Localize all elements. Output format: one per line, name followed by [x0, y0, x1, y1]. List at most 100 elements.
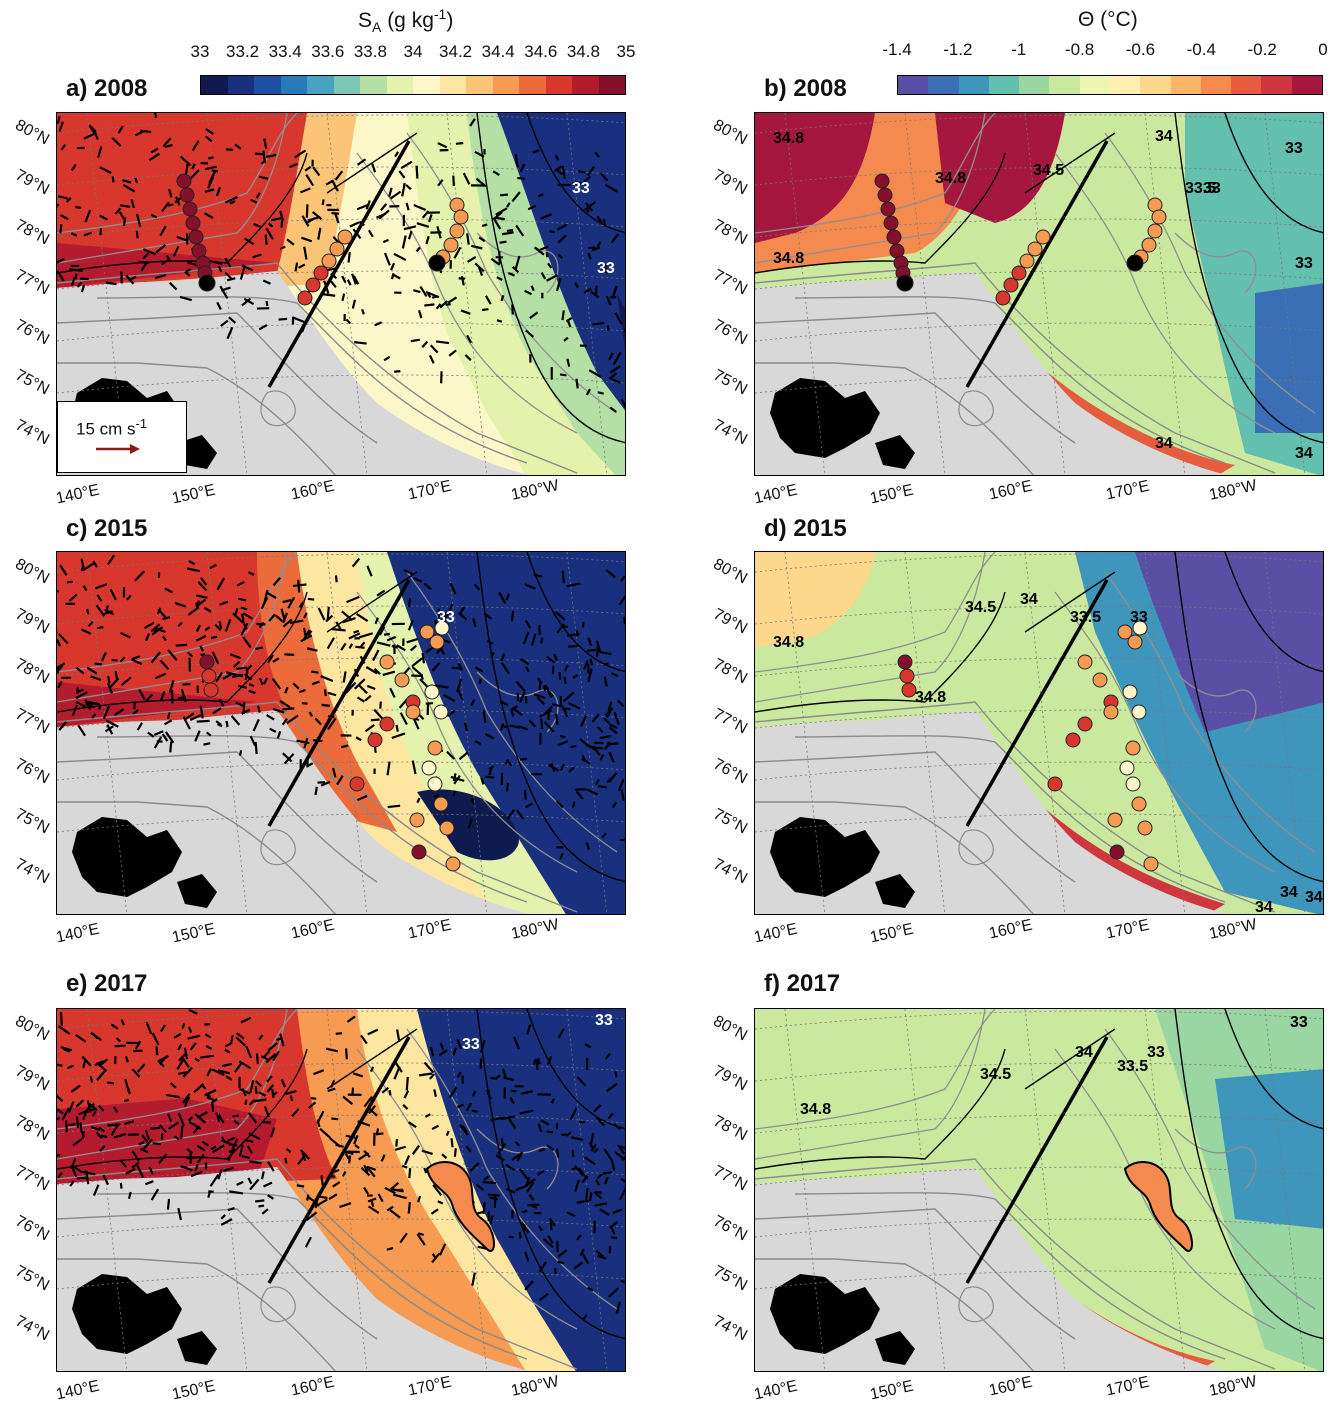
- temperature-colorbar-swatch: [1019, 76, 1049, 94]
- velocity-vector: [509, 1237, 514, 1238]
- velocity-vector: [539, 625, 540, 635]
- latitude-label: 80°N: [12, 117, 52, 150]
- salinity-colorbar-swatch: [440, 76, 467, 94]
- latitude-label: 79°N: [12, 606, 52, 639]
- station-marker: [1093, 673, 1107, 687]
- longitude-label: 140°E: [55, 1378, 102, 1404]
- temperature-colorbar-swatch: [1080, 76, 1110, 94]
- contour-label: 33: [437, 609, 455, 626]
- station-marker: [1066, 733, 1080, 747]
- temperature-colorbar-tick-label: -1: [1011, 40, 1026, 60]
- velocity-legend-label: 15 cm s-1: [76, 416, 147, 440]
- velocity-vector: [417, 166, 418, 179]
- velocity-vector: [563, 571, 564, 583]
- contour-label: 33: [1203, 180, 1221, 197]
- velocity-vector: [354, 342, 366, 343]
- temperature-colorbar-swatch: [1049, 76, 1079, 94]
- velocity-legend-text: 15 cm s: [76, 420, 136, 439]
- station-marker: [1152, 210, 1166, 224]
- velocity-vector: [371, 719, 380, 720]
- velocity-vector: [392, 646, 398, 648]
- longitude-label: 140°E: [753, 921, 800, 948]
- salinity-title-symbol: S: [358, 9, 372, 32]
- station-marker: [1120, 761, 1134, 775]
- salinity-colorbar-swatch: [519, 76, 546, 94]
- longitude-label: 150°E: [171, 1378, 218, 1404]
- temperature-colorbar-swatch: [1140, 76, 1170, 94]
- velocity-vector: [409, 598, 410, 607]
- temperature-colorbar-swatch: [898, 76, 928, 94]
- velocity-vector: [297, 1185, 304, 1186]
- velocity-vector: [97, 627, 103, 628]
- station-marker: [412, 845, 426, 859]
- latitude-label: 78°N: [12, 217, 52, 250]
- velocity-vector: [380, 702, 381, 709]
- salinity-colorbar-tick-label: 35: [617, 42, 636, 62]
- latitude-label: 75°N: [12, 1263, 52, 1296]
- velocity-vector: [284, 654, 294, 655]
- map-panel-c: 33: [56, 551, 626, 915]
- station-marker: [1126, 741, 1140, 755]
- station-marker: [1110, 845, 1124, 859]
- station-marker: [322, 254, 336, 268]
- velocity-vector: [611, 1237, 617, 1238]
- latitude-label: 78°N: [12, 656, 52, 689]
- velocity-vector: [502, 1138, 503, 1146]
- station-marker: [1118, 625, 1132, 639]
- velocity-vector: [256, 1086, 257, 1094]
- velocity-vector: [331, 1118, 338, 1119]
- velocity-vector: [256, 742, 257, 754]
- longitude-label: 160°E: [290, 917, 337, 944]
- temperature-colorbar-bar: [897, 75, 1323, 95]
- station-marker: [204, 683, 218, 697]
- contour-label: 33: [1295, 255, 1313, 272]
- station-marker: [180, 188, 194, 202]
- latitude-label: 78°N: [12, 1113, 52, 1146]
- velocity-vector: [302, 703, 308, 704]
- latitude-label: 79°N: [12, 167, 52, 200]
- salinity-colorbar-swatch: [546, 76, 573, 94]
- velocity-vector: [153, 1143, 161, 1144]
- contour-label: 33: [1130, 609, 1148, 626]
- velocity-vector: [520, 1232, 521, 1238]
- velocity-vector: [124, 1100, 129, 1101]
- latitude-label: 76°N: [12, 317, 52, 350]
- latitude-label: 78°N: [710, 1113, 750, 1146]
- latitude-label: 75°N: [710, 806, 750, 839]
- longitude-label: 150°E: [869, 482, 916, 509]
- velocity-vector: [603, 1172, 612, 1174]
- velocity-vector: [331, 213, 338, 214]
- salinity-colorbar-swatch: [413, 76, 440, 94]
- station-marker: [202, 669, 216, 683]
- latitude-label: 74°N: [12, 417, 52, 450]
- velocity-vector: [328, 607, 329, 621]
- station-marker: [338, 230, 352, 244]
- contour-label: 34: [1155, 435, 1173, 452]
- station-marker: [422, 761, 436, 775]
- latitude-label: 75°N: [710, 1263, 750, 1296]
- latitude-label: 79°N: [710, 1063, 750, 1096]
- latitude-label: 76°N: [710, 317, 750, 350]
- longitude-label: 150°E: [171, 921, 218, 948]
- velocity-vector: [323, 199, 324, 205]
- velocity-vector: [455, 1148, 456, 1157]
- contour-label: 33: [1285, 140, 1303, 157]
- latitude-label: 78°N: [710, 656, 750, 689]
- station-marker: [434, 797, 448, 811]
- temperature-colorbar-swatch: [1201, 76, 1231, 94]
- velocity-vector: [282, 708, 294, 709]
- contour-label: 34.8: [773, 250, 804, 267]
- station-marker: [444, 238, 458, 252]
- salinity-colorbar-swatch: [493, 76, 520, 94]
- velocity-vector: [482, 225, 487, 226]
- velocity-vector: [500, 195, 508, 196]
- velocity-vector: [557, 1149, 558, 1158]
- velocity-vector: [598, 392, 604, 393]
- salinity-colorbar-swatch: [254, 76, 281, 94]
- velocity-vector: [311, 672, 318, 673]
- velocity-vector: [168, 204, 173, 205]
- station-marker: [1144, 857, 1158, 871]
